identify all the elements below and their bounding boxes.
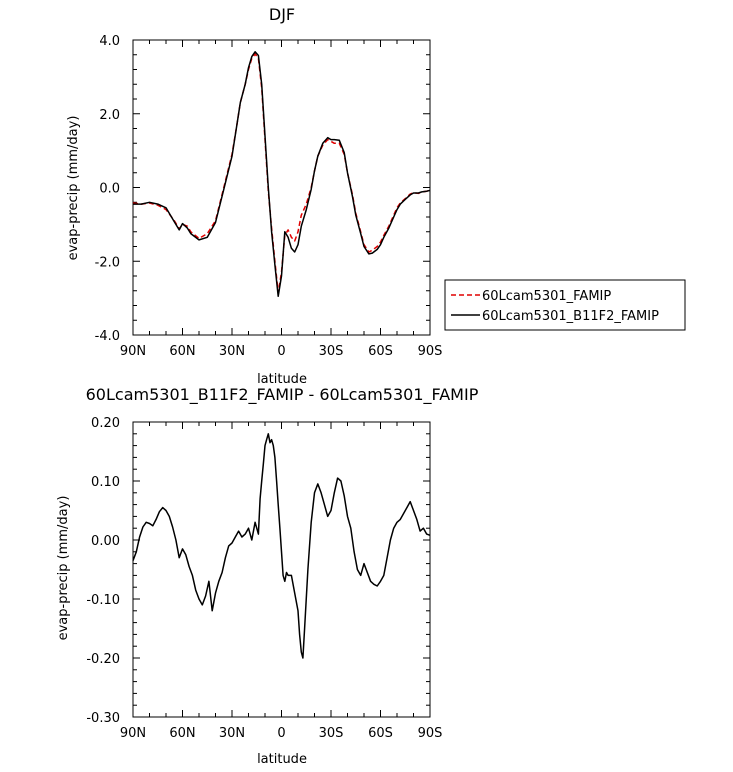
top-y-axis-label: evap-precip (mm/day)	[66, 116, 81, 261]
bottom-x-tick-label: 60S	[368, 726, 393, 741]
bottom-y-tick-label: 0.20	[91, 416, 120, 431]
legend: 60Lcam5301_FAMIP 60Lcam5301_B11F2_FAMIP	[444, 279, 686, 331]
bottom-plot-area: 90N 60N 30N 0 30S 60S 90S 0.20 0.10 0.00 -0.10 -0.2…	[86, 416, 442, 741]
top-x-tick-label: 30S	[319, 344, 344, 359]
bottom-y-axis-label: evap-precip (mm/day)	[56, 496, 71, 641]
bottom-x-axis-label: latitude	[257, 752, 307, 767]
bottom-x-tick-label: 90N	[120, 726, 146, 741]
top-chart-title: DJF	[269, 5, 295, 24]
bottom-x-tick-label: 30N	[219, 726, 245, 741]
legend-box	[444, 279, 686, 331]
bottom-x-tick-label: 60N	[169, 726, 195, 741]
top-panel: DJF 90N 60N 30N 0 30S 60S 90S 4.0 2.0 0.0 -2.0 -4.0…	[66, 5, 442, 387]
legend-label-b11f2-famip: 60Lcam5301_B11F2_FAMIP	[482, 309, 659, 324]
top-x-tick-label: 30N	[219, 344, 245, 359]
top-y-tick-label: 0.0	[99, 182, 120, 197]
top-y-tick-label: -2.0	[95, 255, 120, 270]
top-x-axis-label: latitude	[257, 372, 307, 387]
top-plot-area: 90N 60N 30N 0 30S 60S 90S 4.0 2.0 0.0 -2.0 -4.0	[95, 34, 443, 359]
legend-label-famip: 60Lcam5301_FAMIP	[482, 289, 611, 304]
top-x-tick-label: 90N	[120, 344, 146, 359]
bottom-y-tick-label: 0.00	[91, 534, 120, 549]
bottom-x-tick-label: 0	[277, 726, 285, 741]
top-y-tick-label: 2.0	[99, 108, 120, 123]
bottom-x-tick-label: 90S	[418, 726, 443, 741]
top-x-tick-label: 90S	[418, 344, 443, 359]
bottom-y-tick-label: -0.20	[86, 652, 120, 667]
top-series-line-60lcam5301-b11f2-famip	[133, 51, 431, 298]
bottom-chart-title: 60Lcam5301_B11F2_FAMIP - 60Lcam5301_FAMI…	[86, 385, 479, 405]
top-x-tick-label: 0	[277, 344, 285, 359]
top-series-line-60lcam5301-famip	[132, 53, 431, 294]
top-y-tick-label: -4.0	[95, 329, 120, 344]
bottom-y-tick-label: 0.10	[91, 475, 120, 490]
top-x-tick-label: 60S	[368, 344, 393, 359]
top-x-tick-label: 60N	[169, 344, 195, 359]
bottom-x-tick-label: 30S	[319, 726, 344, 741]
top-plot-frame	[132, 39, 431, 336]
top-y-tick-label: 4.0	[99, 34, 120, 49]
bottom-panel: 60Lcam5301_B11F2_FAMIP - 60Lcam5301_FAMI…	[56, 385, 479, 767]
bottom-y-tick-label: -0.30	[86, 711, 120, 726]
bottom-y-tick-label: -0.10	[86, 593, 120, 608]
bottom-series-line-difference	[132, 433, 431, 659]
